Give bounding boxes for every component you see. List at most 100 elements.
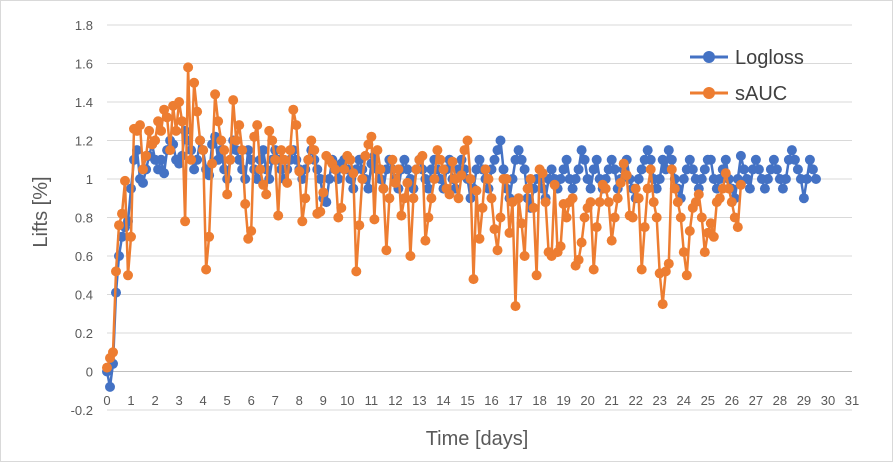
data-point-logloss bbox=[315, 174, 326, 184]
data-point-sauc bbox=[135, 120, 145, 131]
data-point-sauc bbox=[177, 116, 188, 127]
data-point-sauc bbox=[294, 166, 305, 177]
data-point-sauc bbox=[444, 189, 455, 200]
data-point-sauc bbox=[345, 154, 356, 165]
data-point-sauc bbox=[459, 145, 470, 156]
series-layer bbox=[102, 62, 821, 392]
data-point-sauc bbox=[189, 77, 200, 88]
data-point-sauc bbox=[567, 193, 578, 204]
data-point-logloss bbox=[582, 174, 593, 184]
data-point-logloss bbox=[138, 177, 148, 188]
data-point-sauc bbox=[390, 177, 401, 188]
data-point-sauc bbox=[609, 212, 620, 223]
x-tick-label: 27 bbox=[749, 393, 763, 408]
data-point-sauc bbox=[576, 237, 587, 248]
data-point-sauc bbox=[678, 247, 689, 258]
data-point-logloss bbox=[811, 174, 821, 184]
data-point-logloss bbox=[687, 164, 698, 175]
data-point-logloss bbox=[744, 183, 755, 194]
data-point-sauc bbox=[585, 197, 596, 208]
data-point-logloss bbox=[324, 174, 335, 184]
x-tick-label: 22 bbox=[628, 393, 642, 408]
data-point-logloss bbox=[156, 154, 167, 165]
data-point-sauc bbox=[201, 264, 212, 275]
data-point-sauc bbox=[285, 145, 296, 156]
data-point-sauc bbox=[228, 95, 239, 106]
data-point-logloss bbox=[699, 164, 710, 175]
data-point-sauc bbox=[672, 197, 683, 208]
data-point-logloss bbox=[792, 164, 803, 175]
data-point-sauc bbox=[516, 218, 527, 229]
data-point-logloss bbox=[105, 381, 115, 392]
data-point-sauc bbox=[231, 135, 242, 146]
data-point-logloss bbox=[558, 164, 569, 175]
x-tick-label: 14 bbox=[436, 393, 450, 408]
legend: Logloss sAUC bbox=[690, 47, 804, 105]
x-tick-label: 5 bbox=[224, 393, 231, 408]
data-point-sauc bbox=[162, 112, 173, 123]
data-point-sauc bbox=[639, 222, 650, 233]
data-point-sauc bbox=[288, 104, 299, 115]
data-point-sauc bbox=[156, 125, 167, 136]
data-point-logloss bbox=[579, 154, 590, 165]
data-point-sauc bbox=[300, 193, 311, 204]
data-point-sauc bbox=[264, 125, 275, 136]
data-point-logloss bbox=[474, 154, 485, 165]
data-point-logloss bbox=[654, 174, 665, 184]
data-point-sauc bbox=[627, 212, 638, 223]
data-point-sauc bbox=[483, 174, 494, 184]
data-point-logloss bbox=[678, 174, 689, 184]
data-point-sauc bbox=[114, 220, 124, 231]
data-point-sauc bbox=[372, 145, 383, 156]
data-point-logloss bbox=[516, 154, 527, 165]
data-point-sauc bbox=[291, 120, 302, 131]
data-point-sauc bbox=[330, 164, 341, 175]
data-point-sauc bbox=[456, 170, 467, 181]
data-point-logloss bbox=[738, 164, 749, 175]
data-point-sauc bbox=[513, 193, 524, 204]
data-point-sauc bbox=[651, 212, 662, 223]
data-point-sauc bbox=[393, 164, 404, 175]
data-point-sauc bbox=[213, 116, 224, 127]
data-point-sauc bbox=[240, 199, 251, 209]
data-point-sauc bbox=[462, 135, 473, 146]
data-point-sauc bbox=[153, 116, 164, 127]
data-point-sauc bbox=[267, 135, 278, 146]
data-point-sauc bbox=[282, 177, 293, 188]
data-point-sauc bbox=[174, 97, 185, 107]
data-point-logloss bbox=[750, 154, 761, 165]
data-point-sauc bbox=[612, 193, 623, 204]
data-point-sauc bbox=[216, 135, 227, 146]
data-point-logloss bbox=[567, 183, 578, 194]
data-point-sauc bbox=[243, 233, 254, 244]
data-point-logloss bbox=[174, 158, 185, 169]
data-point-sauc bbox=[432, 145, 443, 156]
data-point-sauc bbox=[555, 241, 566, 252]
data-point-logloss bbox=[609, 164, 620, 175]
data-point-sauc bbox=[618, 158, 629, 169]
data-point-sauc bbox=[402, 177, 413, 188]
data-point-logloss bbox=[720, 154, 731, 165]
data-point-sauc bbox=[519, 251, 530, 261]
x-tick-label: 25 bbox=[701, 393, 715, 408]
data-point-sauc bbox=[606, 235, 617, 246]
data-point-sauc bbox=[531, 270, 542, 281]
data-point-sauc bbox=[408, 193, 419, 204]
data-point-sauc bbox=[198, 145, 209, 156]
data-point-sauc bbox=[183, 62, 194, 73]
data-point-sauc bbox=[645, 164, 656, 175]
data-point-sauc bbox=[366, 131, 377, 142]
data-point-sauc bbox=[501, 174, 512, 184]
data-point-logloss bbox=[657, 154, 668, 165]
data-point-logloss bbox=[588, 164, 599, 175]
legend-marker-logloss bbox=[703, 51, 715, 63]
data-point-logloss bbox=[684, 154, 695, 165]
data-point-logloss bbox=[585, 183, 596, 194]
data-point-sauc bbox=[165, 145, 176, 156]
x-tick-label: 10 bbox=[340, 393, 354, 408]
data-point-sauc bbox=[411, 164, 422, 175]
data-point-sauc bbox=[447, 156, 458, 167]
data-point-sauc bbox=[261, 189, 272, 200]
data-point-sauc bbox=[528, 202, 539, 213]
